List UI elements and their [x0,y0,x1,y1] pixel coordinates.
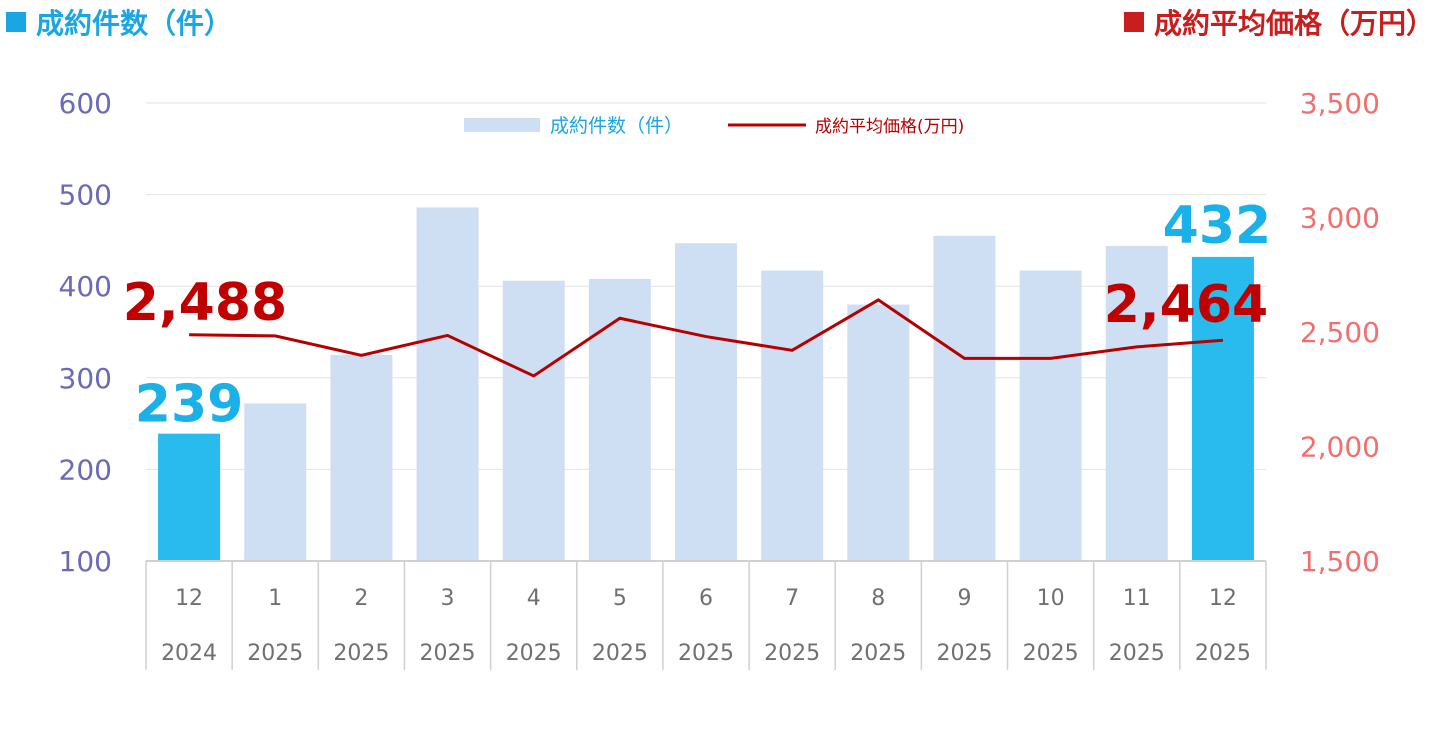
x-month-label: 9 [957,586,971,611]
x-year-label: 2025 [1195,641,1251,666]
x-month-label: 8 [871,586,885,611]
price-line [189,298,1224,378]
left-tick-label: 400 [59,270,112,303]
x-month-label: 7 [785,586,799,611]
bar [933,235,996,561]
bar [847,304,910,561]
right-tick-label: 1,500 [1300,545,1380,578]
last-bar-value-label: 432 [1163,196,1272,256]
bar [1191,256,1254,561]
x-month-label: 4 [527,586,541,611]
x-month-label: 5 [613,586,627,611]
x-year-label: 2025 [592,641,648,666]
right-tick-label: 3,000 [1300,202,1380,235]
right-axis-title: 成約平均価格（万円） [1153,7,1434,40]
x-year-label: 2025 [1109,641,1165,666]
x-month-label: 3 [441,586,455,611]
bar [761,270,824,561]
bar [1105,245,1168,561]
x-month-label: 2 [354,586,368,611]
x-month-label: 6 [699,586,713,611]
bar [244,403,307,561]
bar [588,278,651,561]
x-month-label: 11 [1123,586,1151,611]
x-year-label: 2024 [161,641,217,666]
first-price-value-label: 2,488 [123,273,287,333]
x-year-label: 2025 [936,641,992,666]
last-price-value-label: 2,464 [1104,275,1268,335]
legend-bar-swatch [464,118,540,132]
bar [675,243,737,561]
right-axis-header: 成約平均価格（万円） [1123,2,1434,42]
right-tick-label: 3,500 [1300,87,1380,120]
bar [416,207,479,561]
red-square-marker [1123,12,1144,32]
x-year-label: 2025 [1023,641,1079,666]
x-year-label: 2025 [333,641,389,666]
left-axis-title: 成約件数（件） [36,7,233,40]
legend-bar-label: 成約件数（件） [550,115,683,137]
left-tick-label: 500 [59,179,112,212]
x-month-label: 12 [1209,586,1237,611]
left-tick-label: 300 [59,362,112,395]
bar [502,280,565,561]
left-tick-label: 100 [59,545,112,578]
x-year-label: 2025 [764,641,820,666]
bar [330,354,393,561]
x-year-label: 2025 [247,641,303,666]
right-tick-label: 2,000 [1300,431,1380,464]
x-month-label: 1 [268,586,282,611]
x-month-label: 12 [175,586,203,611]
first-bar-value-label: 239 [135,375,244,435]
x-year-label: 2025 [850,641,906,666]
bar [158,433,221,561]
right-tick-label: 2,500 [1300,316,1380,349]
x-month-label: 10 [1037,586,1065,611]
blue-square-marker [6,12,26,32]
left-axis-header: 成約件数（件） [6,2,232,42]
left-tick-label: 200 [59,453,112,486]
x-year-label: 2025 [678,641,734,666]
legend-line-label: 成約平均価格(万円) [815,117,964,137]
left-tick-label: 600 [59,87,112,120]
bar [1019,270,1082,561]
x-year-label: 2025 [506,641,562,666]
x-year-label: 2025 [420,641,476,666]
